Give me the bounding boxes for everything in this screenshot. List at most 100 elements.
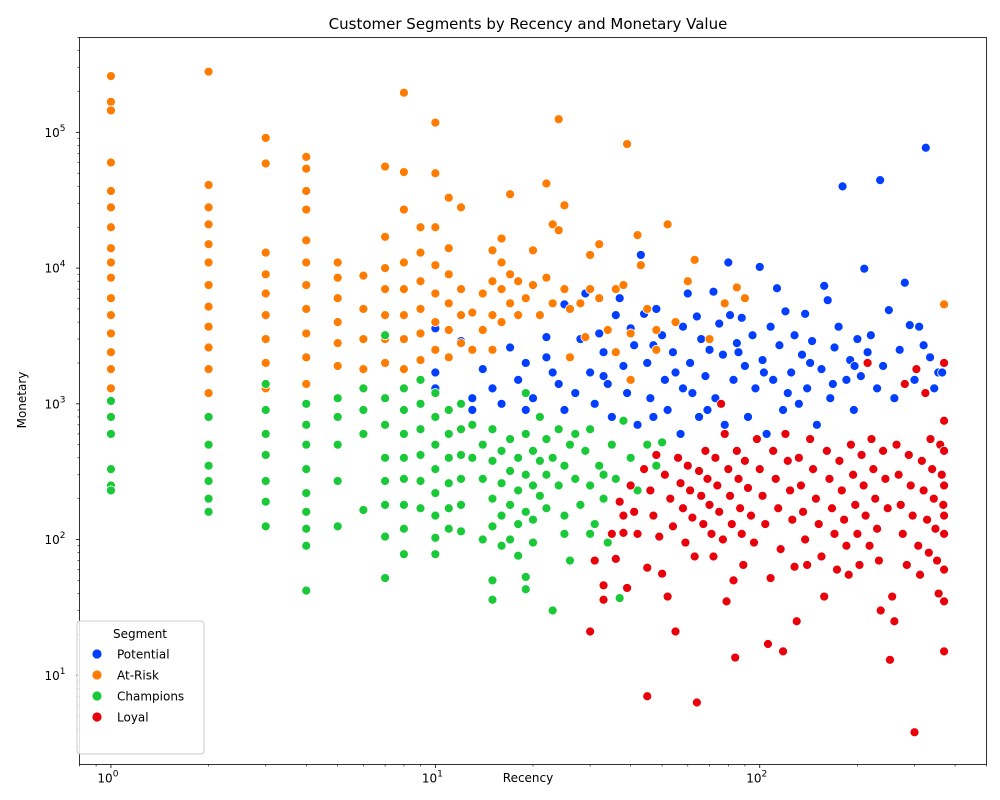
point-champions — [553, 424, 564, 435]
point-champions — [456, 424, 466, 435]
point-potential — [675, 429, 686, 439]
point-loyal — [936, 469, 947, 480]
point-champions — [358, 405, 369, 415]
point-champions — [380, 330, 390, 341]
point-at-risk — [487, 276, 498, 287]
point-potential — [889, 393, 900, 404]
point-champions — [260, 521, 271, 532]
point-loyal — [891, 439, 902, 450]
y-tick-label: 103 — [44, 395, 65, 411]
point-loyal — [648, 510, 659, 521]
point-potential — [761, 429, 772, 439]
point-loyal — [911, 364, 922, 375]
point-loyal — [858, 480, 869, 491]
point-potential — [594, 328, 605, 339]
point-loyal — [665, 493, 676, 504]
point-champions — [520, 506, 531, 517]
point-at-risk — [106, 222, 116, 233]
point-at-risk — [260, 247, 271, 258]
point-at-risk — [487, 344, 498, 355]
x-axis: 100 101 102 — [79, 764, 987, 786]
point-at-risk — [430, 260, 441, 271]
point-potential — [467, 393, 478, 404]
point-at-risk — [399, 204, 409, 215]
point-loyal — [708, 551, 719, 562]
point-at-risk — [496, 317, 507, 328]
point-loyal — [782, 455, 793, 466]
point-champions — [430, 388, 441, 398]
point-loyal — [836, 485, 847, 496]
point-at-risk — [456, 310, 466, 321]
point-potential — [904, 320, 915, 331]
point-potential — [768, 375, 779, 385]
legend-items: Potential At-Risk Champions Loyal — [91, 648, 184, 725]
point-loyal — [694, 466, 704, 476]
point-loyal — [939, 596, 949, 607]
point-potential — [659, 375, 670, 385]
point-potential — [496, 398, 507, 409]
point-champions — [203, 460, 214, 471]
point-at-risk — [415, 222, 426, 233]
point-champions — [467, 452, 478, 463]
point-loyal — [614, 496, 625, 507]
points-layer — [106, 66, 949, 738]
point-loyal — [868, 464, 879, 475]
point-champions — [651, 460, 662, 471]
point-at-risk — [467, 344, 478, 355]
point-at-risk — [632, 230, 643, 241]
point-potential — [670, 367, 681, 378]
point-champions — [618, 415, 629, 426]
point-loyal — [821, 445, 832, 456]
point-champions — [513, 452, 524, 463]
point-champions — [380, 499, 390, 510]
point-potential — [589, 398, 600, 409]
point-champions — [203, 493, 214, 504]
point-potential — [920, 142, 931, 153]
point-champions — [301, 419, 312, 430]
point-at-risk — [467, 307, 478, 318]
point-loyal — [773, 503, 784, 514]
point-at-risk — [106, 310, 116, 321]
point-loyal — [932, 555, 942, 566]
point-champions — [456, 499, 466, 510]
point-champions — [456, 398, 466, 409]
point-loyal — [598, 580, 609, 591]
point-loyal — [909, 727, 920, 738]
y-tick-label: 105 — [44, 124, 65, 140]
point-loyal — [700, 445, 711, 456]
point-potential — [929, 383, 940, 394]
point-potential — [772, 283, 782, 294]
point-at-risk — [635, 260, 646, 271]
point-at-risk — [487, 245, 498, 256]
point-at-risk — [505, 189, 516, 200]
point-champions — [301, 540, 312, 551]
point-champions — [559, 510, 570, 521]
point-champions — [430, 510, 441, 521]
point-loyal — [706, 529, 717, 539]
point-champions — [260, 476, 271, 486]
point-loyal — [878, 445, 888, 456]
point-loyal — [730, 652, 741, 663]
point-loyal — [925, 434, 936, 444]
point-loyal — [698, 519, 709, 529]
point-champions — [505, 466, 516, 476]
point-potential — [700, 371, 711, 382]
point-at-risk — [203, 388, 214, 398]
point-loyal — [723, 464, 734, 475]
point-loyal — [736, 529, 747, 539]
point-potential — [541, 332, 552, 343]
point-at-risk — [260, 334, 271, 344]
point-loyal — [824, 473, 835, 484]
point-at-risk — [399, 364, 409, 375]
point-at-risk — [106, 157, 116, 168]
point-champions — [380, 452, 390, 463]
point-loyal — [939, 529, 949, 539]
series-at-risk — [106, 66, 949, 398]
point-loyal — [712, 480, 723, 491]
point-champions — [430, 532, 441, 543]
point-at-risk — [332, 272, 343, 283]
point-at-risk — [496, 233, 507, 244]
point-at-risk — [301, 151, 312, 162]
point-champions — [415, 375, 426, 385]
point-champions — [260, 450, 271, 460]
